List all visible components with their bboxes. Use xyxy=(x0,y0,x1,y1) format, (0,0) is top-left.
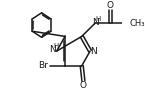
Text: CH₃: CH₃ xyxy=(129,19,145,28)
Text: H: H xyxy=(53,43,58,49)
Text: N: N xyxy=(93,18,99,27)
Text: H: H xyxy=(96,16,101,22)
Text: N: N xyxy=(49,45,56,54)
Text: Br: Br xyxy=(38,61,48,70)
Text: O: O xyxy=(80,81,87,90)
Text: O: O xyxy=(107,1,114,10)
Text: N: N xyxy=(90,47,97,56)
